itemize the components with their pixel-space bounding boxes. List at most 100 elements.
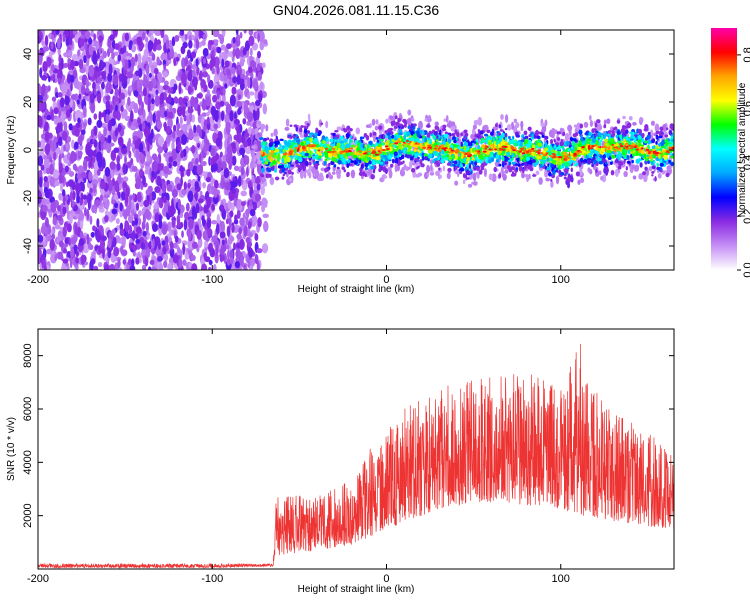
noise-blob bbox=[126, 71, 133, 79]
noise-blob bbox=[57, 214, 63, 222]
signal-halo bbox=[596, 124, 603, 131]
noise-blob bbox=[243, 101, 248, 113]
signal-cell bbox=[608, 136, 611, 140]
noise-blob bbox=[99, 194, 104, 201]
signal-halo bbox=[501, 173, 505, 178]
noise-blob bbox=[112, 237, 117, 248]
noise-blob bbox=[121, 147, 128, 155]
noise-blob bbox=[138, 67, 143, 78]
noise-blob bbox=[236, 100, 243, 108]
signal-halo bbox=[254, 127, 259, 134]
noise-blob bbox=[76, 195, 81, 204]
noise-blob bbox=[45, 217, 49, 228]
noise-blob bbox=[211, 49, 215, 58]
signal-halo bbox=[445, 114, 449, 123]
noise-blob bbox=[156, 120, 163, 130]
noise-blob bbox=[237, 107, 242, 116]
noise-blob bbox=[106, 81, 111, 89]
noise-blob bbox=[44, 121, 49, 132]
signal-cell bbox=[330, 160, 335, 166]
noise-blob bbox=[124, 155, 127, 165]
signal-cell bbox=[359, 136, 363, 141]
signal-halo bbox=[577, 179, 581, 185]
noise-speck bbox=[53, 180, 61, 187]
signal-cell bbox=[495, 159, 500, 163]
noise-blob bbox=[193, 124, 197, 134]
noise-blob bbox=[89, 259, 94, 270]
noise-blob bbox=[94, 199, 101, 207]
noise-blob bbox=[248, 66, 253, 74]
signal-halo bbox=[434, 121, 439, 127]
signal-halo bbox=[255, 133, 258, 139]
noise-speck bbox=[246, 120, 251, 126]
noise-speck bbox=[259, 40, 265, 51]
noise-blob bbox=[49, 238, 55, 251]
noise-blob bbox=[191, 144, 196, 154]
signal-cell bbox=[502, 162, 508, 166]
signal-halo bbox=[521, 172, 525, 179]
signal-halo bbox=[634, 164, 640, 172]
noise-blob bbox=[151, 153, 158, 161]
signal-cell bbox=[589, 155, 593, 160]
noise-blob bbox=[187, 182, 191, 189]
noise-blob bbox=[155, 212, 159, 222]
signal-halo bbox=[520, 120, 524, 129]
noise-blob bbox=[75, 250, 80, 257]
signal-cell bbox=[328, 162, 331, 167]
signal-halo bbox=[462, 179, 466, 185]
noise-blob bbox=[96, 76, 103, 84]
signal-halo bbox=[250, 149, 255, 158]
noise-speck bbox=[248, 91, 255, 96]
signal-halo bbox=[270, 132, 274, 137]
noise-blob bbox=[194, 181, 199, 189]
signal-cell bbox=[403, 139, 407, 142]
noise-blob bbox=[43, 264, 47, 270]
noise-blob bbox=[233, 118, 240, 125]
noise-speck bbox=[144, 161, 151, 167]
noise-speck bbox=[163, 80, 169, 86]
noise-blob bbox=[247, 76, 251, 89]
noise-blob bbox=[239, 31, 243, 39]
noise-blob bbox=[117, 173, 122, 185]
noise-blob bbox=[143, 199, 150, 208]
noise-blob bbox=[122, 163, 127, 175]
signal-cell bbox=[544, 135, 549, 140]
noise-blob bbox=[147, 142, 150, 152]
noise-blob bbox=[232, 48, 236, 58]
noise-blob bbox=[128, 199, 132, 211]
noise-blob bbox=[104, 109, 111, 116]
noise-speck bbox=[213, 76, 219, 83]
noise-blob bbox=[169, 48, 175, 60]
noise-blob bbox=[75, 257, 79, 264]
signal-cell bbox=[651, 171, 655, 174]
noise-blob bbox=[163, 260, 168, 268]
noise-blob bbox=[54, 254, 58, 261]
signal-halo bbox=[473, 119, 479, 126]
noise-blob bbox=[206, 196, 211, 209]
noise-blob bbox=[240, 166, 245, 176]
noise-blob bbox=[229, 249, 234, 260]
noise-blob bbox=[176, 130, 183, 137]
noise-blob bbox=[169, 241, 174, 251]
noise-blob bbox=[172, 254, 179, 264]
noise-blob bbox=[168, 156, 174, 163]
noise-blob bbox=[180, 176, 183, 187]
noise-blob bbox=[96, 169, 101, 176]
noise-blob bbox=[191, 206, 197, 218]
noise-blob bbox=[152, 112, 156, 124]
noise-blob bbox=[48, 75, 51, 83]
noise-blob bbox=[163, 110, 168, 118]
noise-blob bbox=[178, 82, 182, 95]
noise-speck bbox=[153, 204, 160, 210]
noise-blob bbox=[86, 233, 90, 245]
signal-halo bbox=[483, 168, 487, 178]
noise-blob bbox=[179, 221, 184, 229]
noise-blob bbox=[162, 84, 169, 91]
noise-speck bbox=[252, 43, 258, 51]
noise-blob bbox=[182, 243, 186, 256]
noise-blob bbox=[163, 165, 170, 175]
signal-cell bbox=[604, 132, 608, 137]
signal-cell bbox=[273, 168, 278, 173]
signal-halo bbox=[548, 129, 554, 138]
signal-halo bbox=[544, 119, 548, 127]
